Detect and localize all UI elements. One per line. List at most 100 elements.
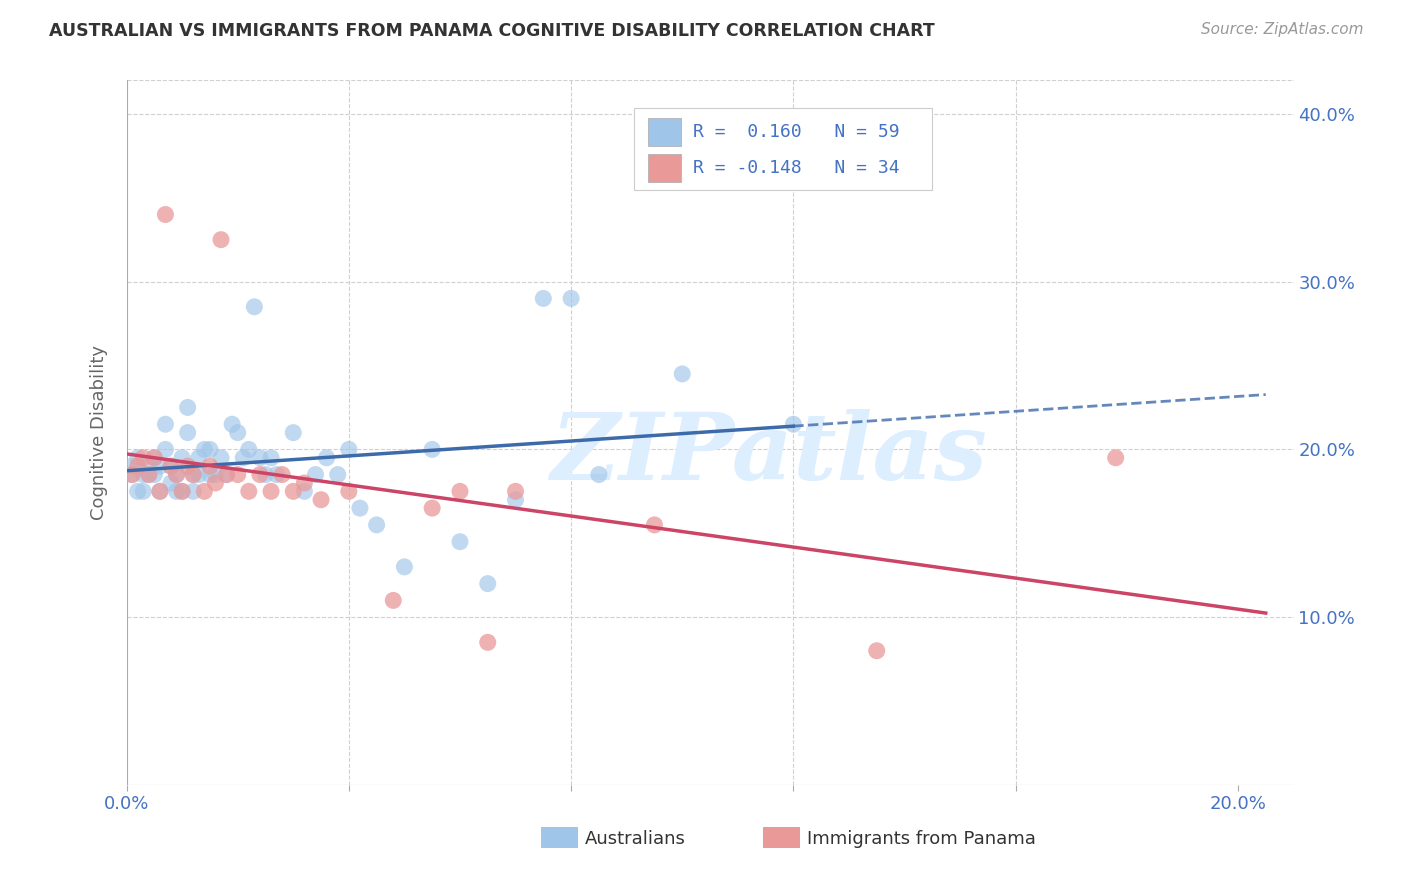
- Point: [209, 233, 232, 247]
- Point: [254, 467, 277, 482]
- Point: [143, 450, 166, 465]
- Point: [238, 442, 260, 457]
- Text: R = -0.148   N = 34: R = -0.148 N = 34: [693, 160, 900, 178]
- Y-axis label: Cognitive Disability: Cognitive Disability: [90, 345, 108, 520]
- Point: [505, 492, 527, 507]
- FancyBboxPatch shape: [762, 827, 800, 848]
- Point: [166, 484, 188, 499]
- FancyBboxPatch shape: [634, 109, 932, 189]
- Point: [172, 484, 194, 499]
- Point: [132, 467, 155, 482]
- FancyBboxPatch shape: [541, 827, 578, 848]
- Point: [204, 467, 226, 482]
- Point: [198, 467, 221, 482]
- Point: [477, 635, 499, 649]
- Point: [643, 517, 665, 532]
- Point: [132, 484, 155, 499]
- Point: [160, 459, 183, 474]
- Point: [232, 450, 254, 465]
- Point: [249, 450, 271, 465]
- Point: [132, 450, 155, 465]
- Point: [155, 417, 177, 432]
- Point: [149, 484, 172, 499]
- Point: [155, 207, 177, 221]
- Point: [337, 442, 360, 457]
- Point: [505, 484, 527, 499]
- Point: [449, 534, 471, 549]
- Point: [193, 442, 215, 457]
- Point: [337, 484, 360, 499]
- Point: [187, 467, 209, 482]
- Point: [121, 459, 143, 474]
- Point: [531, 292, 554, 306]
- Point: [155, 442, 177, 457]
- Point: [215, 467, 238, 482]
- Point: [160, 475, 183, 490]
- Point: [366, 517, 388, 532]
- Point: [204, 475, 226, 490]
- Point: [198, 442, 221, 457]
- Point: [138, 467, 160, 482]
- Text: Australians: Australians: [585, 830, 686, 847]
- Text: R =  0.160   N = 59: R = 0.160 N = 59: [693, 123, 900, 141]
- Text: AUSTRALIAN VS IMMIGRANTS FROM PANAMA COGNITIVE DISABILITY CORRELATION CHART: AUSTRALIAN VS IMMIGRANTS FROM PANAMA COG…: [49, 22, 935, 40]
- Point: [198, 459, 221, 474]
- Point: [238, 484, 260, 499]
- Point: [127, 484, 149, 499]
- Point: [160, 459, 183, 474]
- Point: [304, 467, 326, 482]
- Point: [149, 484, 172, 499]
- Point: [382, 593, 405, 607]
- Point: [420, 442, 443, 457]
- Point: [283, 425, 305, 440]
- Point: [138, 459, 160, 474]
- Point: [221, 417, 243, 432]
- Point: [181, 467, 204, 482]
- Point: [292, 475, 315, 490]
- Point: [326, 467, 349, 482]
- Point: [166, 467, 188, 482]
- Point: [176, 401, 198, 415]
- Point: [249, 467, 271, 482]
- Point: [671, 367, 693, 381]
- Point: [127, 459, 149, 474]
- Point: [187, 450, 209, 465]
- Point: [209, 450, 232, 465]
- Point: [560, 292, 582, 306]
- Point: [243, 300, 266, 314]
- Text: Source: ZipAtlas.com: Source: ZipAtlas.com: [1201, 22, 1364, 37]
- Point: [394, 559, 416, 574]
- Point: [1105, 450, 1128, 465]
- Point: [181, 467, 204, 482]
- Point: [477, 576, 499, 591]
- Point: [226, 467, 249, 482]
- Point: [181, 484, 204, 499]
- FancyBboxPatch shape: [648, 118, 681, 145]
- Point: [176, 459, 198, 474]
- Point: [283, 484, 305, 499]
- Point: [266, 467, 288, 482]
- Point: [292, 484, 315, 499]
- Point: [193, 484, 215, 499]
- Point: [349, 501, 371, 516]
- Point: [315, 450, 337, 465]
- Point: [260, 484, 283, 499]
- Point: [176, 425, 198, 440]
- Point: [309, 492, 332, 507]
- Point: [143, 450, 166, 465]
- Point: [866, 644, 889, 658]
- Point: [260, 450, 283, 465]
- Point: [588, 467, 610, 482]
- Point: [226, 425, 249, 440]
- Point: [449, 484, 471, 499]
- Point: [271, 467, 294, 482]
- Text: Immigrants from Panama: Immigrants from Panama: [807, 830, 1036, 847]
- Point: [149, 459, 172, 474]
- Point: [127, 450, 149, 465]
- Point: [121, 467, 143, 482]
- Point: [215, 467, 238, 482]
- Point: [172, 450, 194, 465]
- Point: [138, 467, 160, 482]
- Point: [166, 467, 188, 482]
- Point: [143, 467, 166, 482]
